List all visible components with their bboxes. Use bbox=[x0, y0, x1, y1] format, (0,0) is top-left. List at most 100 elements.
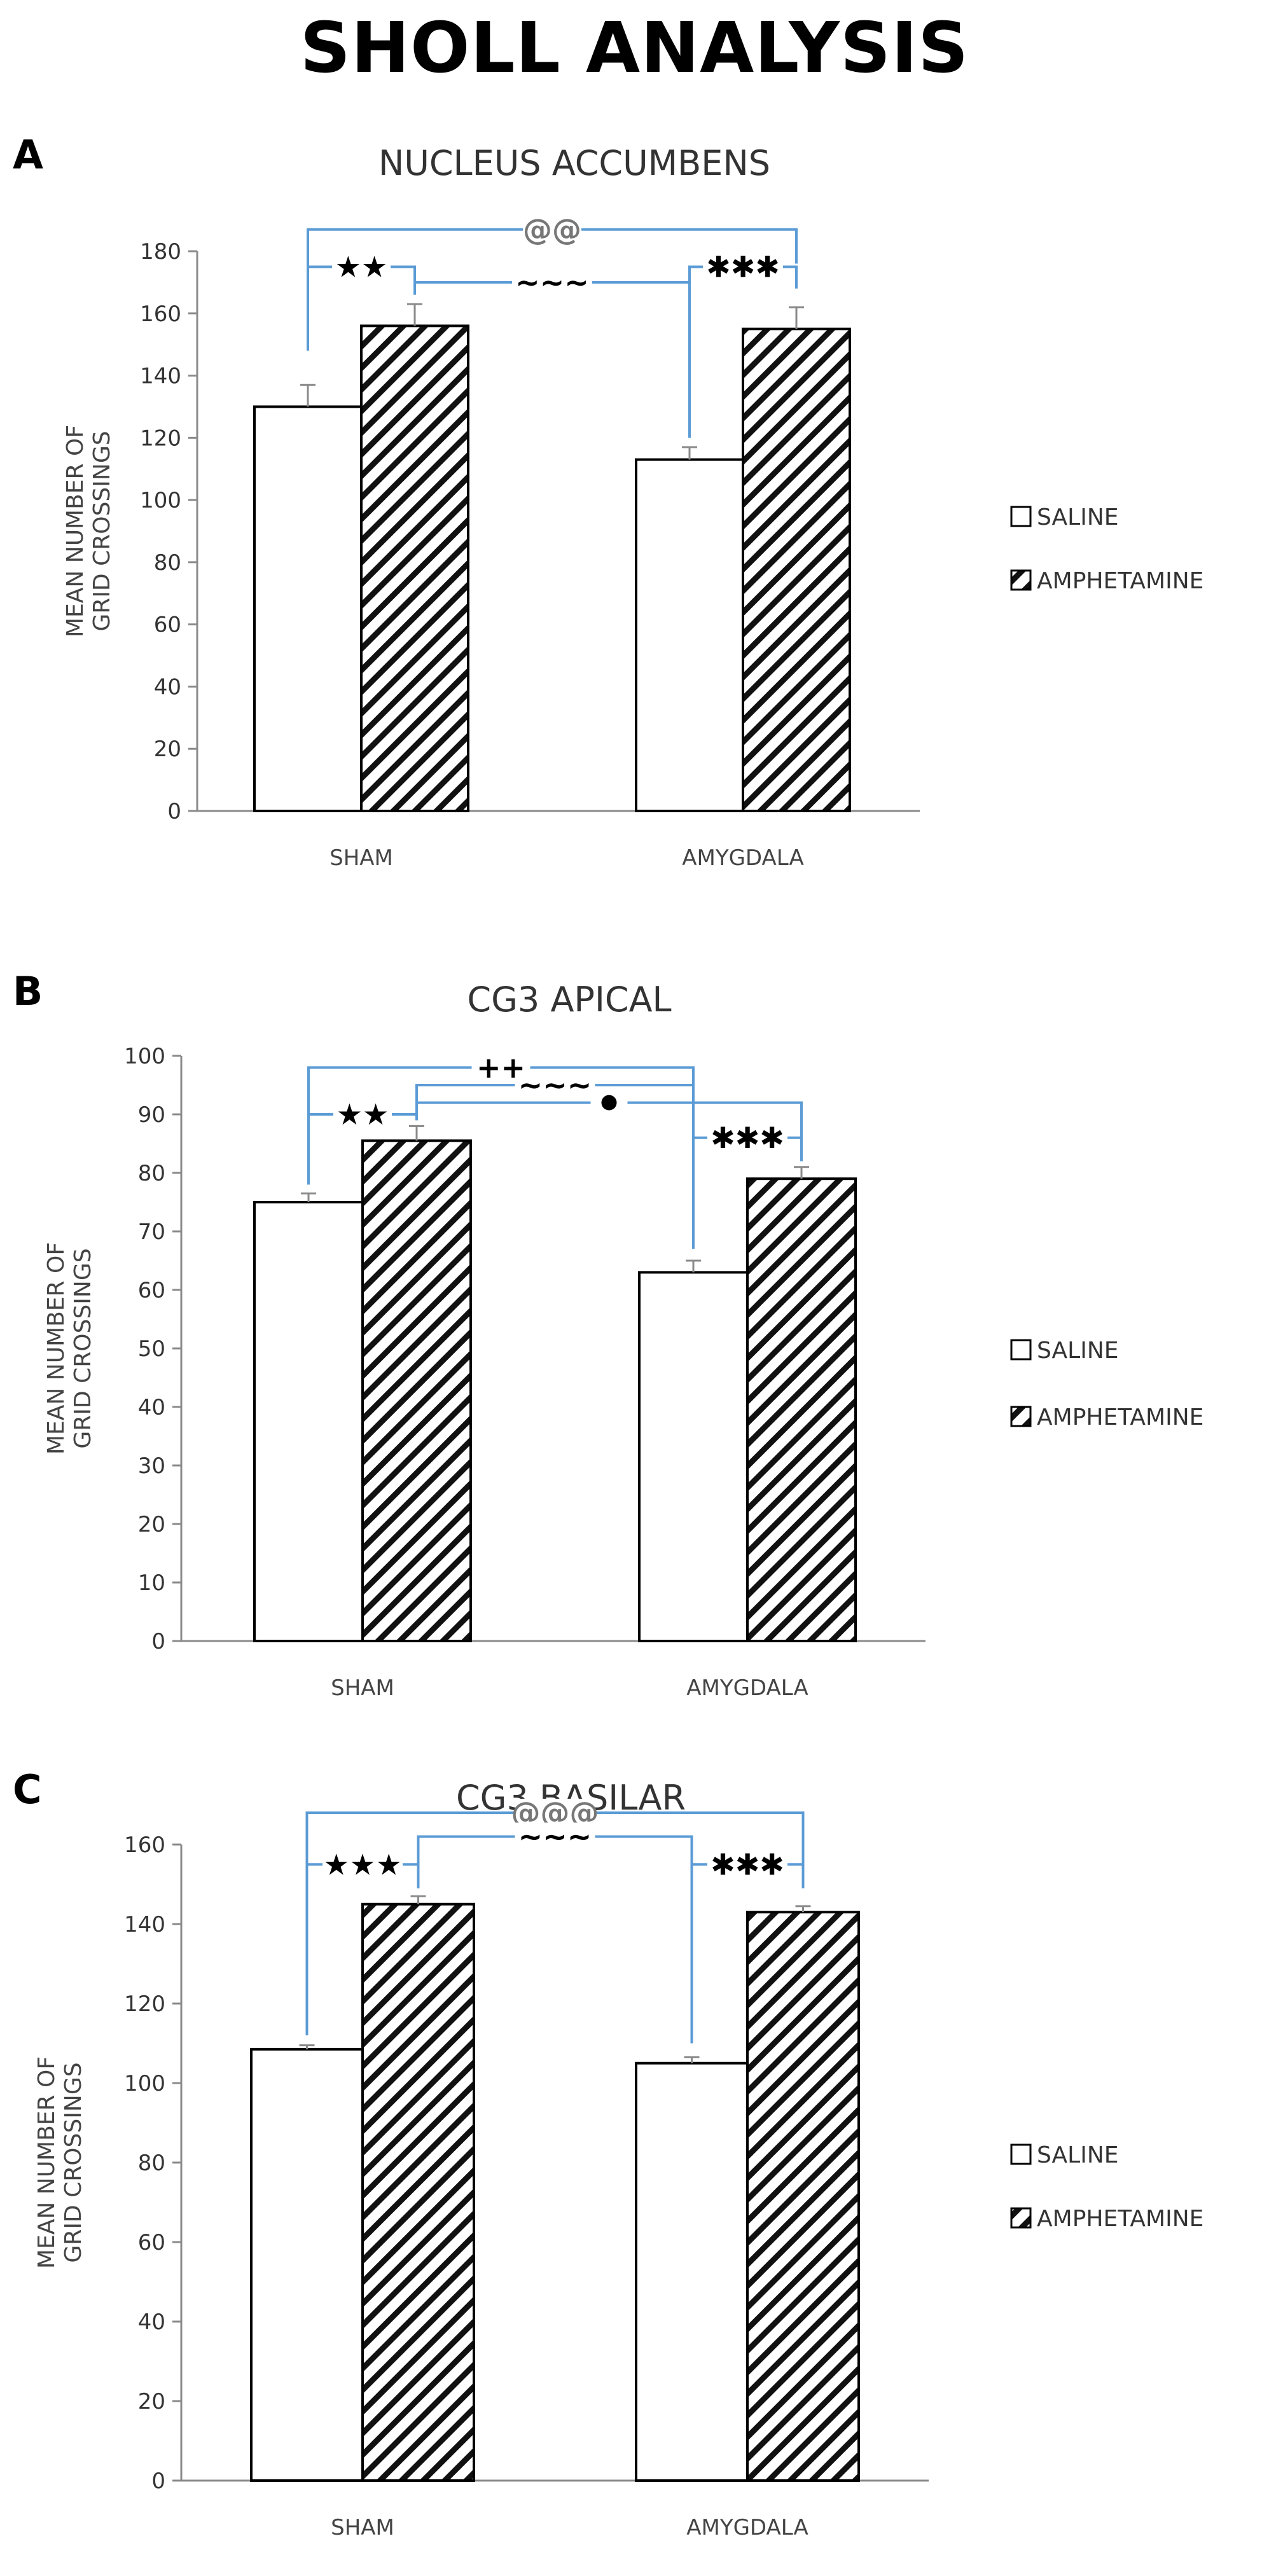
bracket-label-bg bbox=[703, 253, 783, 281]
panel-label: A bbox=[13, 132, 43, 178]
y-tick-label: 120 bbox=[124, 1991, 165, 2017]
bar-amygdala-amphetamine bbox=[746, 1911, 860, 2482]
y-axis-label-line: GRID CROSSINGS bbox=[89, 431, 115, 631]
bar-sham-amphetamine bbox=[360, 324, 469, 813]
legend-swatch-saline bbox=[1010, 506, 1032, 527]
legend-swatch-amphetamine bbox=[1010, 1406, 1032, 1427]
y-tick-label: 140 bbox=[124, 1912, 165, 1937]
y-axis-label-line: GRID CROSSINGS bbox=[70, 1248, 96, 1448]
y-tick-label: 70 bbox=[138, 1219, 165, 1245]
significance-bracket: ✱✱✱ bbox=[690, 1847, 805, 2044]
y-tick-label: 140 bbox=[140, 364, 181, 389]
significance-bracket: ✱✱✱ bbox=[688, 249, 798, 438]
bar-sham-amphetamine bbox=[361, 1902, 475, 2482]
y-tick-label: 60 bbox=[154, 613, 181, 638]
significance-label: ★★ bbox=[335, 249, 387, 284]
y-tick-label: 100 bbox=[140, 488, 181, 513]
y-tick-label: 180 bbox=[140, 239, 181, 265]
significance-label: ~~~ bbox=[518, 1820, 592, 1854]
y-tick-label: 0 bbox=[151, 1629, 165, 1654]
bar-sham-saline bbox=[250, 2047, 364, 2482]
panel-label: B bbox=[13, 968, 43, 1014]
chart-panel-b: B CG3 APICAL MEAN NUMBER OF GRID CROSSINGS 0… bbox=[13, 968, 1203, 1701]
significance-label: ✱✱✱ bbox=[711, 1121, 784, 1155]
y-tick-label: 0 bbox=[167, 799, 181, 824]
significance-label: ~~~ bbox=[515, 265, 589, 300]
panel-label: C bbox=[13, 1766, 42, 1813]
x-tick-label-sham: SHAM bbox=[329, 845, 393, 871]
y-tick-label: 30 bbox=[138, 1453, 165, 1479]
y-tick-label: 40 bbox=[138, 1395, 165, 1420]
significance-label: ✱✱✱ bbox=[706, 249, 780, 284]
significance-bracket: ~~~ bbox=[415, 1068, 695, 1121]
y-tick-label: 0 bbox=[151, 2469, 165, 2494]
chart-panel-a: A NUCLEUS ACCUMBENS MEAN NUMBER OF GRID CRO… bbox=[13, 132, 1203, 871]
significance-label: ✱✱✱ bbox=[711, 1847, 784, 1881]
legend-swatch-saline bbox=[1010, 2143, 1032, 2165]
y-tick-label: 100 bbox=[124, 2071, 165, 2096]
chart-title: CG3 APICAL bbox=[467, 980, 671, 1020]
bracket-label-bg bbox=[333, 1100, 392, 1128]
chart-title: NUCLEUS ACCUMBENS bbox=[378, 143, 770, 183]
significance-bracket: ★★ bbox=[307, 1097, 418, 1185]
y-tick-label: 20 bbox=[154, 737, 181, 762]
bracket-label-bg bbox=[707, 1850, 787, 1879]
legend-label-amphetamine: AMPHETAMINE bbox=[1037, 568, 1203, 594]
bar-amygdala-saline bbox=[638, 1271, 749, 1642]
x-tick-label-amygdala: AMYGDALA bbox=[682, 845, 804, 871]
legend-swatch-amphetamine bbox=[1010, 569, 1032, 591]
bracket-label-bg bbox=[515, 1822, 595, 1851]
bar-amygdala-saline bbox=[635, 2061, 749, 2482]
y-tick-label: 160 bbox=[124, 1832, 165, 1858]
x-tick-label-amygdala: AMYGDALA bbox=[686, 2515, 808, 2540]
y-axis-label-line: GRID CROSSINGS bbox=[60, 2062, 87, 2262]
bar-amygdala-amphetamine bbox=[746, 1177, 857, 1642]
bracket-dot bbox=[601, 1095, 617, 1111]
y-tick-label: 20 bbox=[138, 2389, 165, 2414]
x-tick-label-sham: SHAM bbox=[331, 2515, 394, 2540]
bar-sham-saline bbox=[253, 405, 363, 812]
y-tick-label: 160 bbox=[140, 301, 181, 327]
significance-label: @@ bbox=[523, 212, 581, 247]
significance-bracket: ✱✱✱ bbox=[692, 1121, 803, 1249]
bracket-label-bg bbox=[707, 1123, 787, 1152]
y-tick-label: 20 bbox=[138, 1512, 165, 1537]
y-tick-label: 50 bbox=[138, 1336, 165, 1362]
y-tick-label: 80 bbox=[154, 550, 181, 576]
legend-swatch-amphetamine bbox=[1010, 2207, 1032, 2229]
bar-amygdala-saline bbox=[635, 458, 744, 812]
legend-swatch-saline bbox=[1010, 1339, 1032, 1361]
legend-label-amphetamine: AMPHETAMINE bbox=[1037, 1404, 1203, 1430]
y-tick-label: 40 bbox=[138, 2309, 165, 2335]
y-tick-label: 10 bbox=[138, 1570, 165, 1596]
y-axis-label-line: MEAN NUMBER OF bbox=[43, 1242, 69, 1455]
significance-label: ★★★ bbox=[323, 1847, 402, 1881]
y-axis-label-line: MEAN NUMBER OF bbox=[34, 2056, 60, 2269]
bar-amygdala-amphetamine bbox=[742, 328, 851, 812]
page-title: SHOLL ANALYSIS bbox=[300, 7, 969, 88]
bracket-label-bg bbox=[523, 215, 581, 244]
y-tick-label: 60 bbox=[138, 1278, 165, 1303]
y-tick-label: 90 bbox=[138, 1102, 165, 1128]
significance-bracket: ★★★ bbox=[305, 1847, 420, 2035]
y-tick-label: 80 bbox=[138, 1161, 165, 1186]
bar-sham-amphetamine bbox=[361, 1139, 472, 1642]
y-tick-label: 100 bbox=[124, 1044, 165, 1069]
bracket-label-bg bbox=[515, 1071, 595, 1099]
bracket-label-bg bbox=[332, 253, 391, 281]
significance-label: ~~~ bbox=[518, 1068, 592, 1102]
bracket-label-bg bbox=[322, 1850, 403, 1879]
bracket-label-bg bbox=[515, 1799, 595, 1827]
bar-sham-saline bbox=[253, 1201, 364, 1642]
significance-bracket: ★★ bbox=[307, 249, 416, 351]
significance-label: ★★ bbox=[336, 1097, 389, 1132]
y-tick-label: 120 bbox=[140, 426, 181, 451]
legend-label-saline: SALINE bbox=[1037, 504, 1119, 530]
y-tick-label: 60 bbox=[138, 2230, 165, 2255]
bracket-label-bg bbox=[512, 268, 592, 296]
legend-label-saline: SALINE bbox=[1037, 1338, 1119, 1364]
legend-label-saline: SALINE bbox=[1037, 2142, 1119, 2168]
x-tick-label-sham: SHAM bbox=[331, 1675, 394, 1701]
y-tick-label: 40 bbox=[154, 674, 181, 700]
